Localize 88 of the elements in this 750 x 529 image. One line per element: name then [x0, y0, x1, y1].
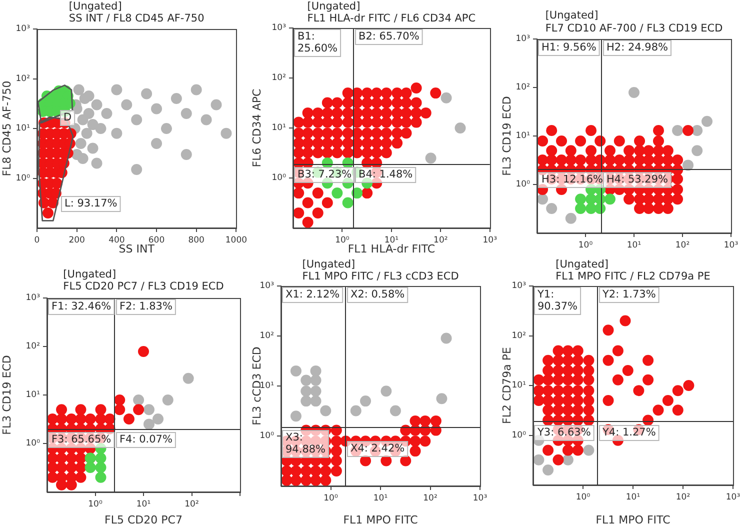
annotation: L: 93.17%	[64, 197, 118, 210]
y-axis-title: FL3 CD19 ECD	[0, 355, 14, 435]
x-tick-label: 10³	[724, 240, 738, 250]
y-axis-title: FL3 CD19 ECD	[500, 96, 514, 176]
x-tick-label: 10³	[726, 492, 740, 502]
x-tick-label: 10⁰	[576, 492, 591, 502]
y-tick-label: 10³	[512, 281, 526, 292]
annotation: B3: 7.23%	[298, 168, 352, 180]
x-tick-label: 10⁰	[88, 499, 103, 510]
annotation: X2: 0.58%	[350, 288, 405, 300]
x-tick-label: 1000	[225, 235, 248, 246]
y-tick-label: 10²	[260, 331, 274, 342]
annotation: B2: 65.70%	[358, 30, 420, 42]
x-axis-title: FL5 CD20 PC7	[104, 513, 182, 526]
x-tick-label: 10¹	[626, 240, 642, 250]
annotation: X4: 2.42%	[350, 442, 405, 454]
y-tick-label: 10²	[512, 330, 526, 341]
x-tick-label: 800	[188, 235, 204, 246]
y-axis-title: FL6 CD34 APC	[250, 88, 264, 168]
y-tick-label: 10¹	[260, 381, 274, 392]
chart-title: [Ungated]	[68, 0, 122, 13]
annotation: Y1: 90.37%	[536, 288, 578, 312]
annotation: F2: 1.83%	[120, 300, 172, 312]
y-tick-label: 10⁰	[516, 180, 531, 190]
chart-title: [Ungated]	[63, 268, 116, 281]
y-tick-label: 10³	[16, 24, 30, 34]
annotation: H2: 24.98%	[606, 41, 668, 54]
annotation: D	[64, 111, 72, 124]
y-tick-label: 10²	[16, 74, 30, 84]
annotation: H3: 12.16%	[542, 173, 604, 186]
y-tick-label: 10⁰	[16, 173, 31, 184]
x-tick-label: 10¹	[136, 499, 151, 510]
annotation: F1: 32.46%	[52, 300, 112, 312]
annotation: X1: 2.12%	[286, 288, 340, 300]
x-axis-title: FL1 MPO FITC	[596, 513, 671, 526]
x-tick-label: 10²	[676, 492, 690, 502]
y-tick-label: 10²	[26, 342, 40, 352]
x-tick-label: 10²	[675, 240, 690, 250]
chart-subtitle: FL1 MPO FITC / FL2 CD79a PE	[556, 270, 710, 283]
x-tick-label: 10²	[434, 235, 448, 246]
y-tick-label: 10⁰	[512, 430, 527, 440]
y-tick-label: 10³	[26, 293, 40, 304]
annotation: H1: 9.56%	[542, 41, 596, 54]
y-tick-label: 10⁰	[260, 431, 275, 442]
annotation: F4: 0.07%	[120, 433, 172, 446]
y-tick-label: 10³	[272, 23, 286, 34]
chart-subtitle: SS INT / FL8 CD45 AF-750	[68, 12, 204, 25]
annotation: X3: 94.88%	[286, 431, 326, 456]
chart-subtitle: FL7 CD10 AF-700 / FL3 CD19 ECD	[545, 22, 723, 35]
y-tick-label: 10¹	[516, 131, 530, 142]
x-tick-label: 10⁰	[324, 493, 338, 504]
x-tick-label: 10¹	[626, 492, 640, 502]
annotation: Y2: 1.73%	[602, 288, 656, 300]
x-tick-label: 10⁰	[335, 235, 350, 246]
x-axis-title: FL1 MPO FITC	[343, 513, 418, 526]
y-tick-label: 10¹	[26, 390, 40, 400]
annotation: B1: 25.60%	[298, 30, 338, 54]
x-tick-label: 10⁰	[578, 240, 594, 250]
y-tick-label: 10²	[516, 82, 530, 93]
chart-title: [Ungated]	[556, 258, 608, 271]
chart-subtitle: FL1 HLA-dr FITC / FL6 CD34 APC	[307, 12, 476, 25]
x-tick-label: 10²	[184, 499, 199, 510]
annotation: B4: 1.48%	[358, 168, 413, 180]
x-tick-label: 10²	[423, 493, 438, 504]
x-tick-label: 200	[68, 235, 85, 246]
chart-title: [Ungated]	[307, 0, 360, 13]
x-tick-label: 10³	[482, 235, 498, 246]
y-tick-label: 10⁰	[272, 173, 287, 184]
y-axis-title: FL8 CD45 AF-750	[0, 80, 14, 176]
x-tick-label: 0	[34, 235, 40, 246]
chart-subtitle: FL1 MPO FITC / FL3 cCD3 ECD	[302, 270, 459, 283]
y-tick-label: 10¹	[16, 124, 30, 134]
y-axis-title: FL2 CD79a PE	[500, 346, 514, 424]
annotation: F3: 65.65%	[52, 433, 112, 446]
y-tick-label: 10¹	[272, 123, 286, 134]
chart-title: [Ungated]	[545, 10, 598, 22]
y-tick-label: 10²	[272, 73, 286, 84]
annotation: H4: 53.29%	[606, 173, 668, 186]
y-tick-label: 10³	[260, 281, 274, 292]
annotation: Y4: 1.27%	[602, 426, 656, 438]
x-tick-label: 10³	[472, 493, 488, 504]
y-tick-label: 10⁰	[26, 438, 41, 449]
x-tick-label: 10¹	[373, 493, 388, 504]
chart-subtitle: FL5 CD20 PC7 / FL3 CD19 ECD	[63, 280, 224, 293]
annotation: Y3: 6.63%	[536, 426, 591, 438]
y-tick-label: 10³	[516, 34, 530, 44]
y-tick-label: 10¹	[512, 380, 526, 391]
chart-title: [Ungated]	[302, 258, 356, 271]
